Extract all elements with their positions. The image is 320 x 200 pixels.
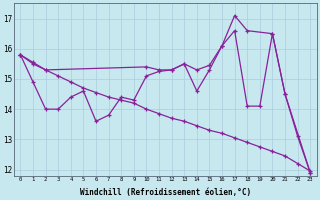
X-axis label: Windchill (Refroidissement éolien,°C): Windchill (Refroidissement éolien,°C)	[80, 188, 251, 197]
